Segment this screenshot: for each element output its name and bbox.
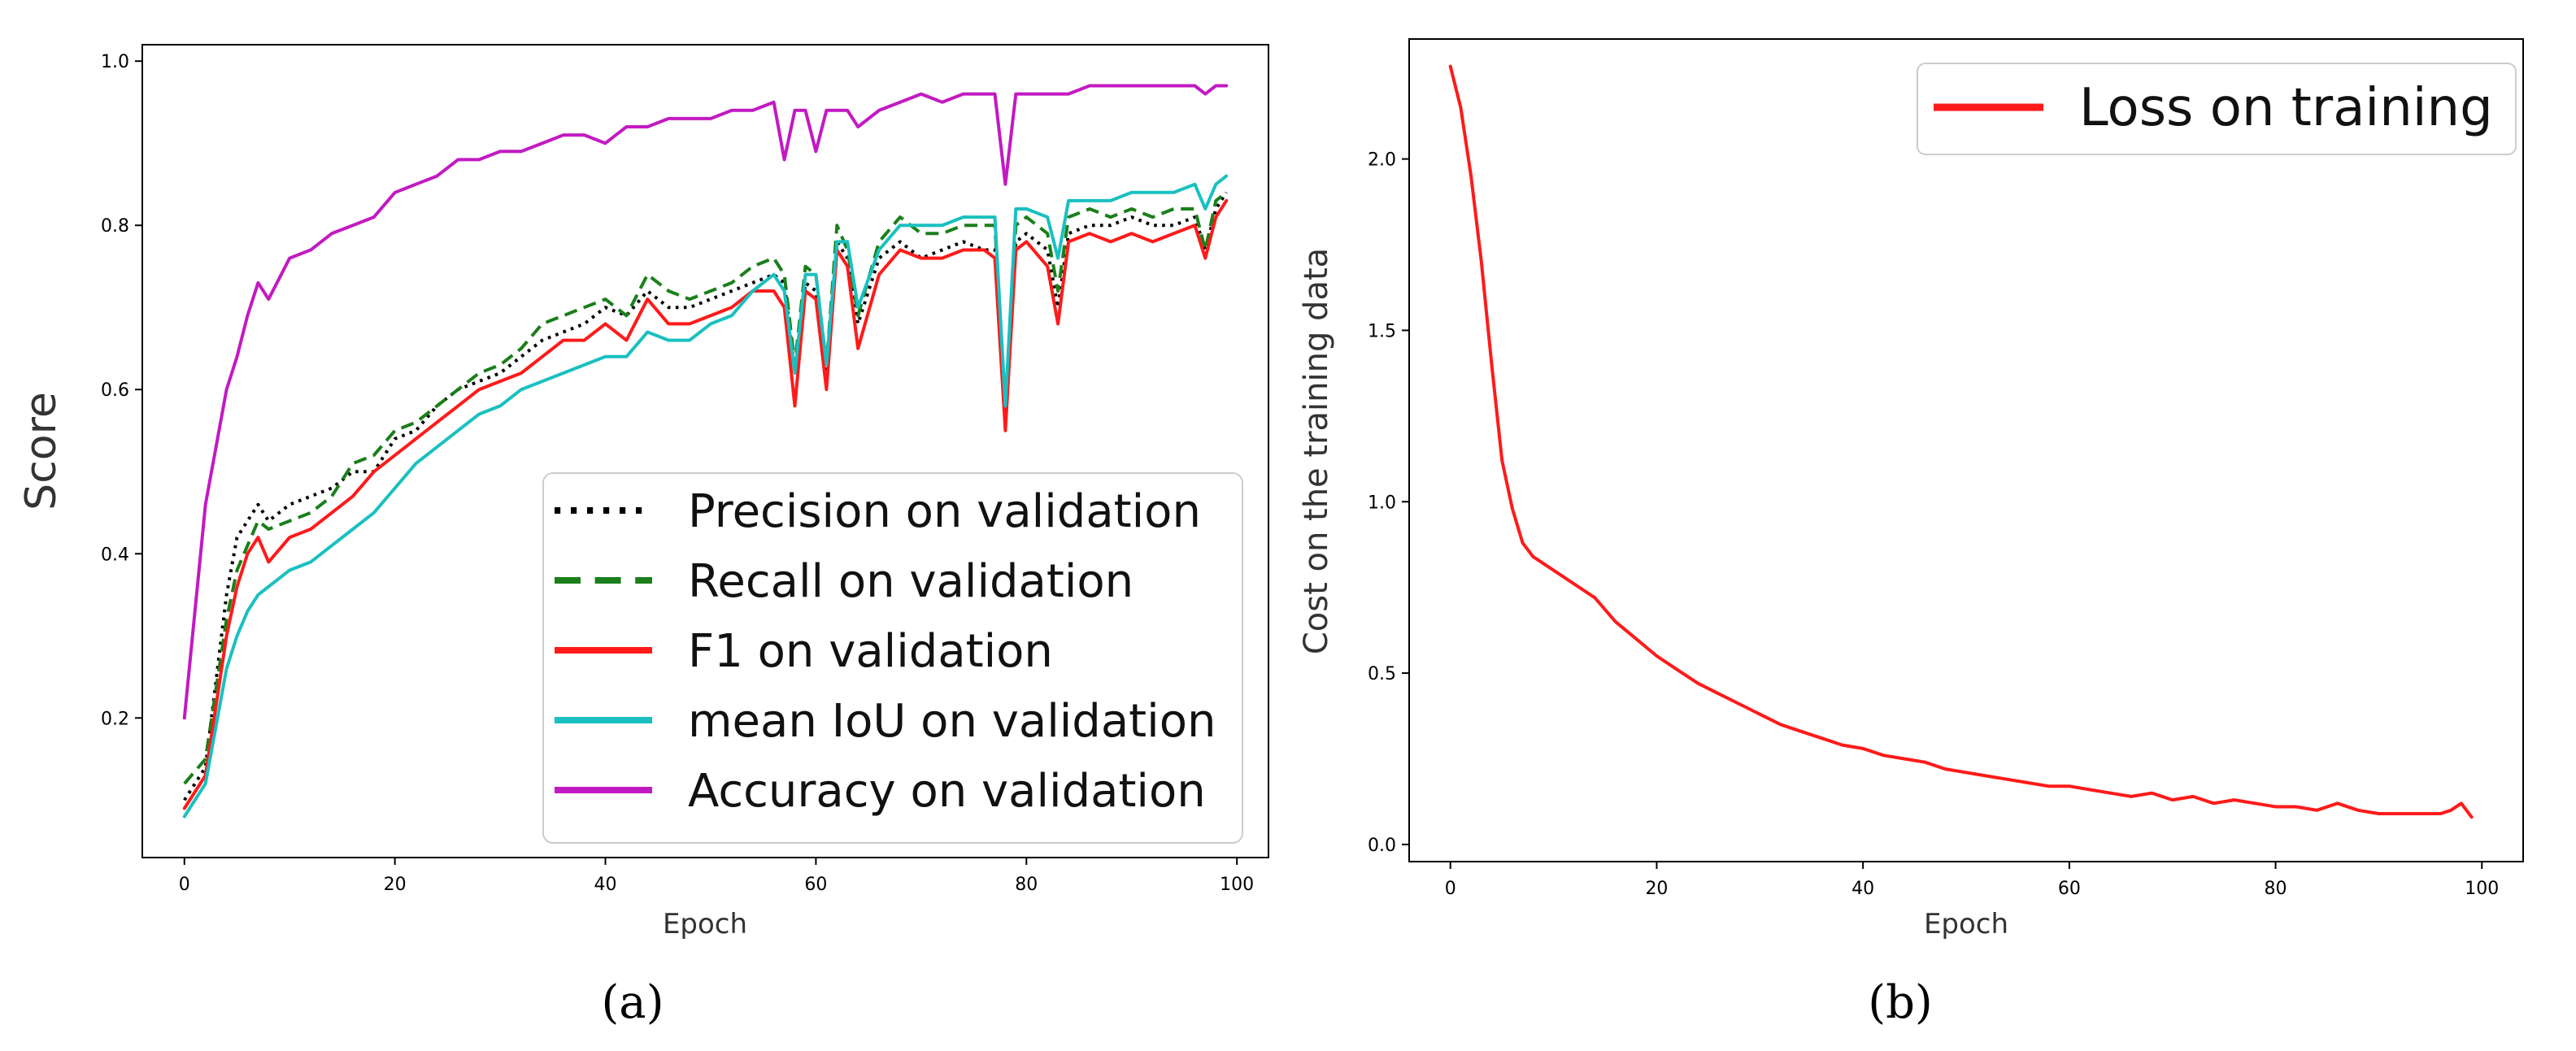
series-line-0	[1448, 64, 2474, 819]
series-line-2	[182, 198, 1229, 810]
y-tick-label: 0.2	[101, 709, 129, 729]
y-tick-label: 0.6	[101, 380, 129, 401]
x-tick-label: 20	[384, 875, 407, 895]
x-tick-label: 100	[1220, 875, 1254, 895]
plot-b-frame	[1408, 38, 2524, 862]
legend-label: Accuracy on validation	[688, 765, 1206, 818]
plot-a-frame	[141, 44, 1269, 858]
plot-b-series	[1448, 64, 2474, 819]
plot-a-legend-box	[542, 472, 1243, 844]
legend-label: mean IoU on validation	[688, 695, 1216, 748]
y-tick-label: 2.0	[1368, 150, 1396, 171]
series-line-1	[183, 191, 1228, 785]
y-tick-label: 0.8	[101, 216, 129, 237]
plot-a-xlabel: Epoch	[663, 908, 747, 940]
plot-b-ticks: 0 20 40 60 80 100 0.0 0.5 1.0 1.5 2.0	[1368, 150, 2499, 899]
x-tick-label: 60	[804, 875, 827, 895]
plot-a-series	[182, 84, 1229, 819]
legend-label: Loss on training	[2079, 78, 2493, 138]
x-tick-label: 20	[1645, 879, 1668, 899]
x-tick-label: 0	[1445, 879, 1456, 899]
y-tick-label: 1.0	[1368, 493, 1396, 513]
legend-label: Precision on validation	[688, 485, 1201, 538]
series-line-4	[182, 84, 1229, 720]
plot-a-ylabel: Score	[17, 392, 66, 510]
plot-a-legend: Precision on validation Recall on validat…	[555, 485, 1216, 818]
y-tick-label: 1.5	[1368, 321, 1396, 341]
plot-b-legend-box	[1917, 63, 2517, 155]
x-tick-label: 40	[1852, 879, 1874, 899]
x-tick-label: 100	[2465, 879, 2499, 899]
plot-a-ticks: 0 20 40 60 80 100 0.2 0.4 0.6 0.8 1.0	[101, 52, 1254, 895]
x-tick-label: 80	[2265, 879, 2287, 899]
x-tick-label: 40	[594, 875, 617, 895]
plot-b-legend: Loss on training	[1934, 78, 2493, 138]
panel-a-label: (a)	[601, 976, 664, 1029]
legend-label: Recall on validation	[688, 555, 1134, 608]
y-tick-label: 0.0	[1368, 836, 1396, 856]
y-tick-label: 1.0	[101, 52, 129, 72]
plot-b-xlabel: Epoch	[1924, 908, 2008, 940]
x-tick-label: 0	[179, 875, 190, 895]
plot-b-ylabel: Cost on the training data	[1298, 248, 1335, 654]
series-line-3	[182, 174, 1229, 819]
panel-b-label: (b)	[1868, 976, 1933, 1029]
y-tick-label: 0.5	[1368, 664, 1396, 684]
x-tick-label: 60	[2058, 879, 2081, 899]
legend-label: F1 on validation	[688, 625, 1053, 678]
x-tick-label: 80	[1015, 875, 1038, 895]
y-tick-label: 0.4	[101, 545, 129, 565]
